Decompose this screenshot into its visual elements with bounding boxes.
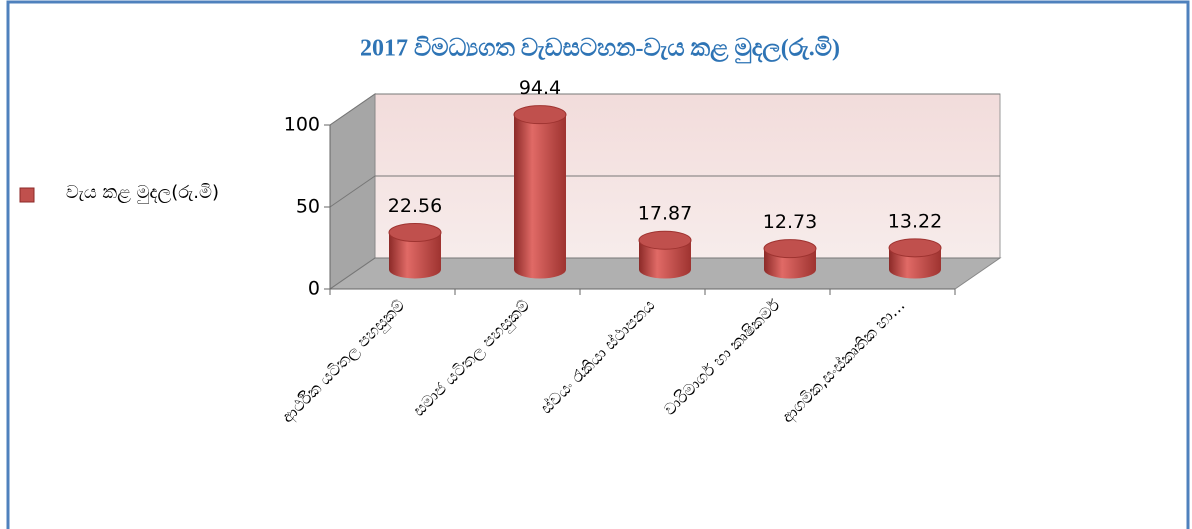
bar-body	[514, 114, 566, 279]
y-tick-label: 100	[284, 114, 320, 136]
bar-top	[763, 239, 817, 259]
bar	[638, 230, 692, 279]
bar	[513, 105, 567, 279]
y-tick-label: 50	[296, 196, 320, 218]
bar-top	[888, 238, 942, 258]
bar	[763, 239, 817, 279]
y-tick-label: 0	[308, 278, 320, 300]
x-tick-label: ආර්ථික යටිතල පහසුකම්	[278, 296, 410, 428]
data-label: 94.4	[519, 77, 561, 99]
x-tick-label: වාරිමාර්ග හා කෘෂිකර්ම	[660, 295, 784, 419]
legend-swatch	[19, 187, 35, 203]
bar-body	[639, 240, 691, 279]
data-label: 22.56	[388, 195, 442, 217]
frame	[6, 0, 1190, 529]
chart-title: 2017 විමධ්‍යගත වැඩසටහන-වැය කළ මුදල(රු.මි…	[360, 35, 840, 64]
bar-top	[513, 105, 567, 125]
bar-top	[638, 230, 692, 250]
bar	[388, 223, 442, 279]
legend: වැය කළ මුදල(රු.මි)	[65, 182, 219, 203]
bar	[888, 238, 942, 279]
bar-body	[389, 232, 441, 279]
data-label: 13.22	[888, 210, 942, 232]
x-tick-label: සමාජ යටිතල පහසුකම්	[409, 296, 534, 421]
bar-top	[388, 223, 442, 243]
data-label: 17.87	[638, 203, 692, 225]
grid-line	[329, 93, 1000, 126]
data-label: 12.73	[763, 211, 817, 233]
x-tick-label: ස්වයං රැකියා ස්ථාපනය	[537, 296, 659, 418]
grid-line	[329, 175, 1000, 208]
legend-label: වැය කළ මුදල(රු.මි)	[65, 182, 219, 203]
x-tick-label: ආගමික,සංස්කෘතික හා…	[778, 296, 910, 428]
